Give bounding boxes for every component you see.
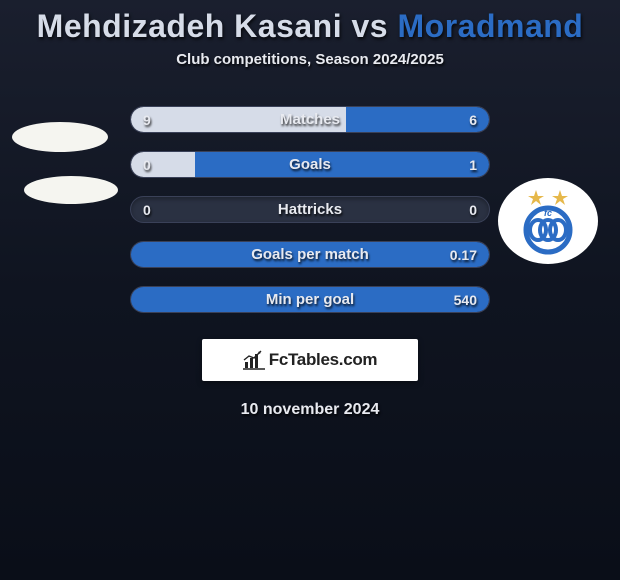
stat-label: Hattricks: [131, 197, 489, 222]
brand-text: FcTables.com: [269, 350, 378, 370]
stat-bar-fill-left: [131, 152, 195, 177]
stat-row: 540Min per goal: [130, 286, 490, 313]
stat-bar-track: 96Matches: [130, 106, 490, 133]
subtitle: Club competitions, Season 2024/2025: [0, 51, 620, 68]
stat-bar-fill-right: [131, 242, 489, 267]
stat-bar-track: 0 0Hattricks: [130, 196, 490, 223]
stat-row: 01Goals: [130, 151, 490, 178]
stat-value-left: 0: [143, 152, 151, 177]
stats-list: 96Matches01Goals00Hattricks0.17Goals per…: [130, 106, 490, 313]
stat-bar-fill-right: [195, 152, 489, 177]
page-title: Mehdizadeh Kasani vs Moradmand: [0, 8, 620, 45]
club-logo-left-1: [12, 122, 108, 152]
player-1-name: Mehdizadeh Kasani: [37, 8, 342, 44]
stat-row: 0.17Goals per match: [130, 241, 490, 268]
stat-bar-track: 0.17Goals per match: [130, 241, 490, 268]
stat-bar-fill-left: [131, 107, 346, 132]
club-logo-left-2: [24, 176, 118, 204]
stat-value-left: 9: [143, 107, 151, 132]
stat-value-right: 6: [469, 107, 477, 132]
player-2-name: Moradmand: [397, 8, 583, 44]
brand-badge[interactable]: FcTables.com: [202, 339, 418, 381]
club-logo-right: fc: [498, 178, 598, 264]
title-vs: vs: [352, 8, 389, 44]
stat-bar-track: 540Min per goal: [130, 286, 490, 313]
stat-bar-track: 01Goals: [130, 151, 490, 178]
stat-row: 0 0Hattricks: [130, 196, 490, 223]
chart-icon: [243, 350, 265, 370]
stat-value-left: 0: [143, 197, 151, 222]
stat-value-right: 1: [469, 152, 477, 177]
comparison-card: Mehdizadeh Kasani vs Moradmand Club comp…: [0, 0, 620, 419]
stat-bar-fill-right: [131, 287, 489, 312]
stat-value-right: 540: [454, 287, 477, 312]
stat-row: 96Matches: [130, 106, 490, 133]
stat-value-right: 0: [469, 197, 477, 222]
stat-bar-fill-right: [346, 107, 489, 132]
date-label: 10 november 2024: [0, 401, 620, 419]
stat-value-right: 0.17: [450, 242, 477, 267]
club-badge-icon: fc: [508, 184, 588, 258]
